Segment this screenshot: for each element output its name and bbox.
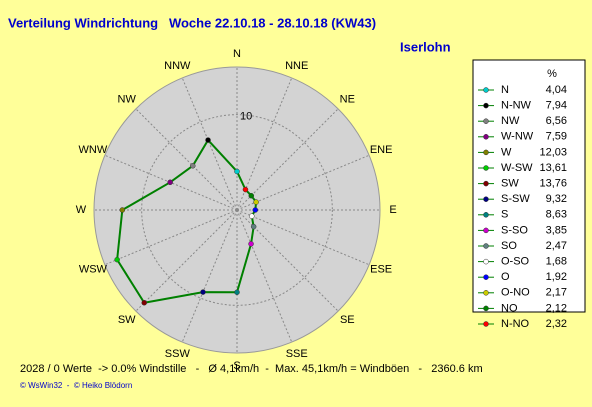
- legend-marker: [483, 102, 489, 109]
- legend-label: S-SO: [501, 224, 528, 236]
- legend-label: O-NO: [501, 287, 530, 299]
- legend-label: S-SW: [501, 193, 530, 205]
- direction-label: S: [233, 360, 240, 372]
- legend-label: S: [501, 209, 508, 221]
- legend-label: NW: [501, 115, 520, 127]
- wind-marker: [141, 300, 147, 306]
- legend-marker: [483, 149, 489, 156]
- legend-value: 9,32: [546, 193, 567, 205]
- wind-marker: [119, 207, 126, 213]
- legend-value: 13,61: [539, 162, 567, 174]
- legend-value: 4,04: [546, 84, 567, 96]
- legend-value: 12,03: [539, 146, 567, 158]
- direction-label: SSW: [165, 348, 191, 360]
- wind-marker: [242, 186, 249, 193]
- direction-label: ENE: [370, 144, 393, 156]
- legend-label: W-NW: [501, 131, 534, 143]
- wind-marker: [234, 289, 240, 296]
- legend-value: 7,59: [546, 131, 567, 143]
- legend-value: 3,85: [546, 224, 567, 236]
- legend-label: W: [501, 146, 512, 158]
- legend-value: 2,47: [546, 240, 567, 252]
- credits: © WsWin32 - © Heiko Blödorn: [20, 381, 132, 390]
- wind-marker: [249, 213, 255, 219]
- wind-marker: [250, 223, 257, 230]
- legend-value: 1,92: [546, 271, 567, 283]
- legend-marker: [483, 227, 489, 234]
- legend-marker: [483, 290, 489, 296]
- legend-marker: [483, 180, 489, 187]
- legend-value: 6,56: [546, 115, 567, 127]
- direction-label: WSW: [79, 264, 108, 276]
- legend-marker: [483, 87, 489, 93]
- footer: 2028 / 0 Werte -> 0.0% Windstille - Ø 4,…: [20, 363, 483, 375]
- legend-value: 1,68: [546, 256, 567, 268]
- legend-label: SW: [501, 178, 519, 190]
- legend-label: O: [501, 271, 510, 283]
- legend-marker: [483, 305, 489, 312]
- legend-header: %: [547, 68, 557, 80]
- wind-marker: [248, 241, 254, 247]
- legend-value: 2,12: [546, 302, 567, 314]
- legend-marker: [483, 165, 489, 171]
- direction-label: NNE: [285, 60, 308, 72]
- legend-label: SO: [501, 240, 517, 252]
- legend-marker: [483, 258, 489, 265]
- location: Iserlohn: [400, 39, 451, 54]
- direction-label: W: [76, 204, 87, 216]
- legend-label: N-NO: [501, 318, 530, 330]
- grid-ring: [141, 114, 333, 306]
- direction-label: ESE: [370, 264, 392, 276]
- direction-label: NE: [340, 94, 355, 106]
- wind-marker: [234, 168, 240, 175]
- legend-value: 8,63: [546, 209, 567, 221]
- r-tick-label: 10: [240, 111, 252, 123]
- direction-label: SW: [118, 314, 136, 326]
- direction-label: E: [389, 204, 396, 216]
- direction-label: NW: [118, 94, 137, 106]
- legend-marker: [483, 134, 489, 140]
- legend-value: 2,17: [546, 287, 567, 299]
- chart-title: Verteilung Windrichtung Woche 22.10.18 -…: [8, 15, 376, 30]
- direction-label: SE: [340, 314, 355, 326]
- legend-label: N-NW: [501, 100, 532, 112]
- legend-marker: [483, 274, 489, 280]
- legend-label: N: [501, 84, 509, 96]
- legend-value: 7,94: [546, 100, 567, 112]
- wind-marker: [253, 199, 259, 205]
- legend-label: O-SO: [501, 256, 530, 268]
- wind-marker: [114, 256, 120, 263]
- direction-label: SSE: [286, 348, 308, 360]
- wind-marker: [190, 163, 196, 169]
- legend-box: [472, 59, 586, 313]
- legend-label: W-SW: [501, 162, 533, 174]
- wind-marker: [252, 207, 259, 213]
- legend-value: 2,32: [546, 318, 567, 330]
- wind-marker: [200, 289, 206, 295]
- legend-marker: [483, 243, 489, 249]
- legend-value: 13,76: [539, 178, 567, 190]
- legend-marker: [483, 321, 489, 327]
- direction-label: NNW: [164, 60, 191, 72]
- legend-marker: [483, 212, 489, 218]
- legend-marker: [483, 196, 489, 202]
- wind-marker: [167, 179, 173, 186]
- wind-marker: [248, 192, 255, 199]
- direction-label: WNW: [79, 144, 108, 156]
- wind-marker: [205, 137, 211, 143]
- legend-label: NO: [501, 302, 518, 314]
- direction-label: N: [233, 48, 241, 60]
- legend-marker: [483, 118, 489, 124]
